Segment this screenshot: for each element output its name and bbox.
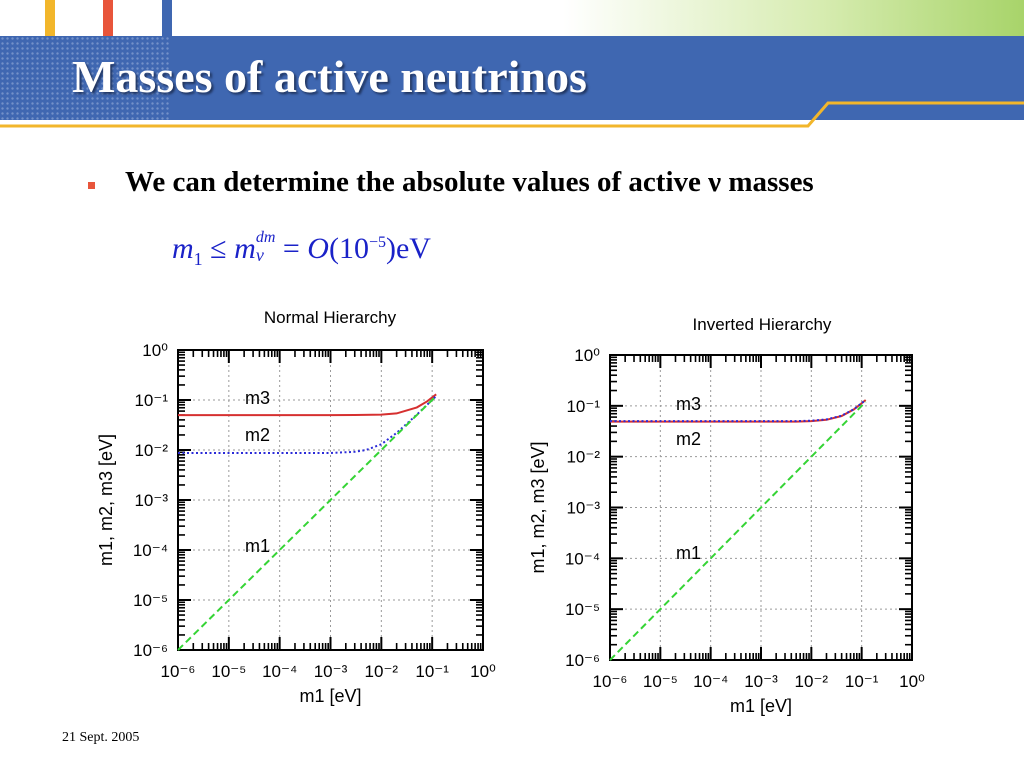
y-axis-label: m1, m2, m3 [eV] <box>96 434 116 566</box>
series-line-m1 <box>177 395 437 651</box>
y-tick-label: 10⁰ <box>142 341 168 360</box>
y-tick-label: 10⁻⁶ <box>565 651 600 670</box>
x-tick-label: 10⁻⁴ <box>262 662 297 681</box>
eq-order-symbol: O <box>307 232 329 265</box>
x-tick-label: 10⁻² <box>795 672 829 691</box>
top-accent-bar <box>0 0 1024 36</box>
eq-value-open: (10 <box>328 232 369 265</box>
chart-title: Inverted Hierarchy <box>693 315 832 334</box>
y-tick-label: 10⁻² <box>134 441 168 460</box>
series-label-m1: m1 <box>245 536 270 556</box>
eq-relation: ≤ <box>210 232 227 265</box>
y-tick-label: 10⁻³ <box>134 491 168 510</box>
y-tick-label: 10⁻⁵ <box>565 600 600 619</box>
plot-area: 10⁻⁶ 10⁻⁶ 10⁻⁵ 10⁻⁵ 10⁻⁴ 10⁻⁴ 10⁻³ 10⁻³ 10⁻² 10⁻²… <box>528 315 925 716</box>
title-rule-line <box>0 101 1024 128</box>
accent-stripe-blue <box>162 0 172 36</box>
series-label-m1: m1 <box>676 543 701 563</box>
x-axis-label: m1 [eV] <box>730 696 792 716</box>
x-tick-label: 10⁻¹ <box>415 662 449 681</box>
bullet-marker <box>88 182 95 189</box>
y-tick-label: 10⁻¹ <box>134 391 168 410</box>
x-tick-label: 10⁻⁶ <box>161 662 196 681</box>
x-tick-label: 10⁻³ <box>744 672 778 691</box>
slide-title: Masses of active neutrinos <box>72 51 587 102</box>
y-tick-label: 10⁻³ <box>566 499 600 518</box>
x-tick-label: 10⁻⁶ <box>593 672 628 691</box>
eq-exponent: −5 <box>368 234 386 251</box>
x-tick-label: 10⁻⁵ <box>643 672 678 691</box>
x-tick-label: 10⁻⁵ <box>211 662 246 681</box>
x-axis-label: m1 [eV] <box>299 686 361 706</box>
y-tick-label: 10⁻⁴ <box>133 541 168 560</box>
series-label-m3: m3 <box>245 388 270 408</box>
footer-date: 21 Sept. 2005 <box>62 730 140 745</box>
eq-mnu-superscript: dm <box>255 229 276 247</box>
plot-area: 10⁻⁶ 10⁻⁶ 10⁻⁵ 10⁻⁵ 10⁻⁴ 10⁻⁴ 10⁻³ 10⁻³ 10⁻² 10⁻²… <box>96 308 496 706</box>
plot-frame <box>177 349 484 651</box>
y-tick-label: 10⁻⁴ <box>565 549 600 568</box>
series-line-m2 <box>610 399 867 423</box>
title-bar-dot-pattern <box>0 36 170 120</box>
title-bar: Masses of active neutrinos <box>0 36 1024 120</box>
plot-frame <box>609 354 913 661</box>
eq-mnu-subscript: ν <box>255 245 264 266</box>
mass-bound-equation: m1 ≤ m dm ν = O(10−5)eV <box>172 229 431 270</box>
y-tick-label: 10⁻¹ <box>566 397 600 416</box>
eq-value-close: )eV <box>386 232 431 265</box>
series-line-m1 <box>609 401 867 661</box>
accent-stripe-red <box>103 0 113 36</box>
y-tick-label: 10⁻⁵ <box>133 591 168 610</box>
y-tick-label: 10⁰ <box>574 346 600 365</box>
x-tick-label: 10⁰ <box>470 662 496 681</box>
bullet-text: We can determine the absolute values of … <box>125 166 814 198</box>
accent-stripe-yellow <box>45 0 55 36</box>
series-label-m2: m2 <box>245 425 270 445</box>
x-tick-label: 10⁰ <box>899 672 925 691</box>
chart-title: Normal Hierarchy <box>264 308 397 327</box>
eq-m1-symbol: m <box>172 232 194 265</box>
y-tick-label: 10⁻² <box>566 448 600 467</box>
x-tick-label: 10⁻¹ <box>845 672 879 691</box>
eq-mnu-symbol: m <box>234 232 256 265</box>
y-tick-label: 10⁻⁶ <box>133 641 168 660</box>
x-tick-label: 10⁻³ <box>314 662 348 681</box>
eq-m1-subscript: 1 <box>193 249 203 269</box>
y-axis-label: m1, m2, m3 [eV] <box>528 441 548 573</box>
series-label-m3: m3 <box>676 394 701 414</box>
series-line-m3 <box>178 393 437 417</box>
series-label-m2: m2 <box>676 429 701 449</box>
eq-equals: = <box>282 232 300 265</box>
x-tick-label: 10⁻² <box>365 662 399 681</box>
x-tick-label: 10⁻⁴ <box>693 672 728 691</box>
